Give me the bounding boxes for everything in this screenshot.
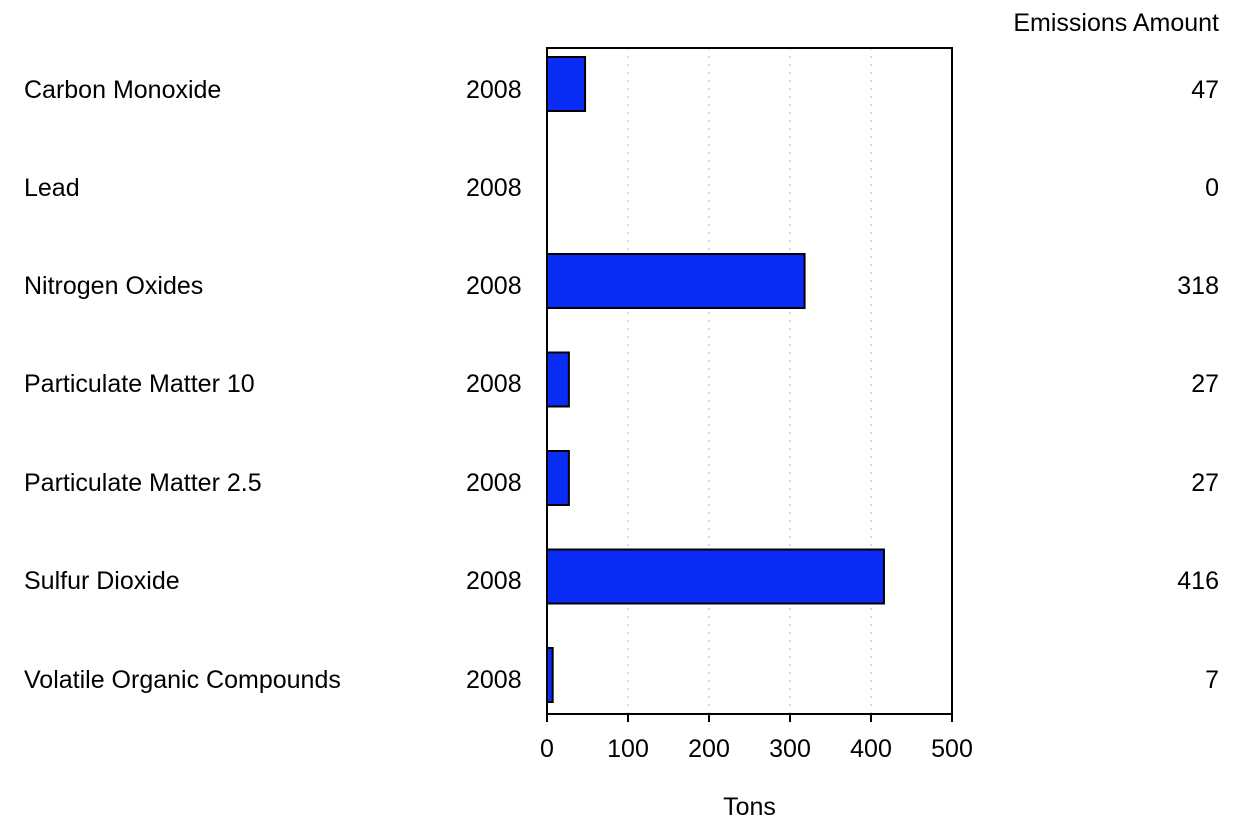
year-label: 2008 [466,272,522,300]
x-tick-label: 200 [688,735,730,763]
year-label: 2008 [466,567,522,595]
value-label: 47 [1191,76,1219,104]
value-label: 27 [1191,370,1219,398]
x-axis: 0 100 200 300 400 500 [540,714,973,763]
value-label: 416 [1177,567,1219,595]
x-tick-label: 400 [850,735,892,763]
year-label: 2008 [466,76,522,104]
x-axis-title: Tons [723,793,776,821]
year-label: 2008 [466,469,522,497]
category-label-volatile-organic-compounds: Volatile Organic Compounds [24,666,341,694]
category-label-sulfur-dioxide: Sulfur Dioxide [24,567,180,595]
category-label-particulate-matter-10: Particulate Matter 10 [24,370,255,398]
bars [546,56,885,703]
year-label: 2008 [466,174,522,202]
x-tick-label: 0 [540,735,554,763]
category-label-nitrogen-oxides: Nitrogen Oxides [24,272,204,300]
x-tick-label: 300 [769,735,811,763]
category-label-carbon-monoxide: Carbon Monoxide [24,76,222,104]
bar [546,351,570,408]
year-label: 2008 [466,666,522,694]
bar [546,56,587,112]
year-label: 2008 [466,370,522,398]
category-label-particulate-matter-2-5: Particulate Matter 2.5 [24,469,262,497]
x-tick-label: 100 [607,735,649,763]
bar [546,253,806,309]
value-label: 7 [1205,666,1219,694]
value-label: 0 [1205,174,1219,202]
category-label-lead: Lead [24,174,80,202]
bar [546,450,570,506]
grid-lines [627,48,872,714]
value-label: 27 [1191,469,1219,497]
bar [546,548,885,605]
x-tick-label: 500 [931,735,973,763]
plot-frame [546,47,953,715]
value-label: 318 [1177,272,1219,300]
value-column-header: Emissions Amount [1013,9,1219,37]
